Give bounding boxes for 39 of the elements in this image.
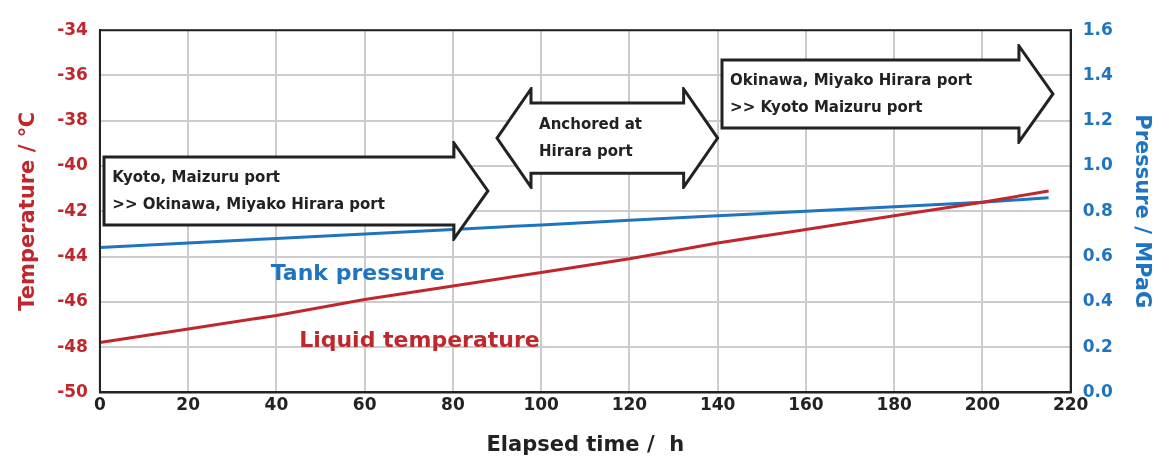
x-tick-label: 180 xyxy=(876,394,913,415)
arrow-callout: Kyoto, Maizuru port >> Okinawa, Miyako Hirara port xyxy=(102,140,491,241)
x-tick-label: 200 xyxy=(964,394,1001,415)
x-tick-label: 140 xyxy=(699,394,736,415)
series-label: Tank pressure xyxy=(270,260,445,286)
arrow-callout: Anchored at Hirara port xyxy=(495,86,720,189)
y2-tick-label: 0.4 xyxy=(1082,290,1113,311)
x-tick-label: 160 xyxy=(788,394,824,415)
y-tick-label: -46 xyxy=(57,290,88,311)
x-tick-label: 100 xyxy=(523,394,560,415)
x-tick-label: 0 xyxy=(93,394,106,415)
x-axis-title: Elapsed time / h xyxy=(486,431,685,456)
series-label: Liquid temperature xyxy=(299,327,540,353)
y2-tick-label: 1.0 xyxy=(1082,154,1113,175)
x-tick-label: 120 xyxy=(611,394,648,415)
x-tick-label: 60 xyxy=(352,394,377,415)
annotation: Kyoto, Maizuru port >> Okinawa, Miyako Hirara port xyxy=(112,166,385,215)
y2-tick-label: 1.6 xyxy=(1082,18,1113,39)
x-tick-label: 80 xyxy=(441,394,465,415)
y-tick-label: -34 xyxy=(57,18,89,39)
annotation: Anchored at Hirara port xyxy=(539,113,643,162)
y-axis-title: Temperature / ℃ xyxy=(15,111,40,311)
y2-tick-label: 0.2 xyxy=(1082,335,1113,356)
y-tick-label: -50 xyxy=(57,380,89,401)
y2-tick-label: 0.6 xyxy=(1082,245,1113,265)
annotation: Okinawa, Miyako Hirara port >> Kyoto Maizuru port xyxy=(730,69,973,118)
arrow-callout: Okinawa, Miyako Hirara port >> Kyoto Maizuru port xyxy=(720,43,1055,144)
y-tick-label: -44 xyxy=(57,245,89,265)
y2-tick-label: 1.2 xyxy=(1082,109,1113,130)
y2-axis-title: Pressure / MPaG xyxy=(1130,114,1155,309)
y-tick-label: -36 xyxy=(57,63,88,84)
y-tick-label: -48 xyxy=(57,335,88,356)
y-tick-label: -42 xyxy=(57,199,88,220)
x-tick-label: 20 xyxy=(176,394,201,415)
y2-tick-label: 1.4 xyxy=(1082,63,1113,84)
y2-tick-label: 0.8 xyxy=(1082,199,1113,220)
y-tick-label: -40 xyxy=(57,154,89,175)
x-tick-label: 40 xyxy=(264,394,289,415)
y-tick-label: -38 xyxy=(57,109,88,130)
